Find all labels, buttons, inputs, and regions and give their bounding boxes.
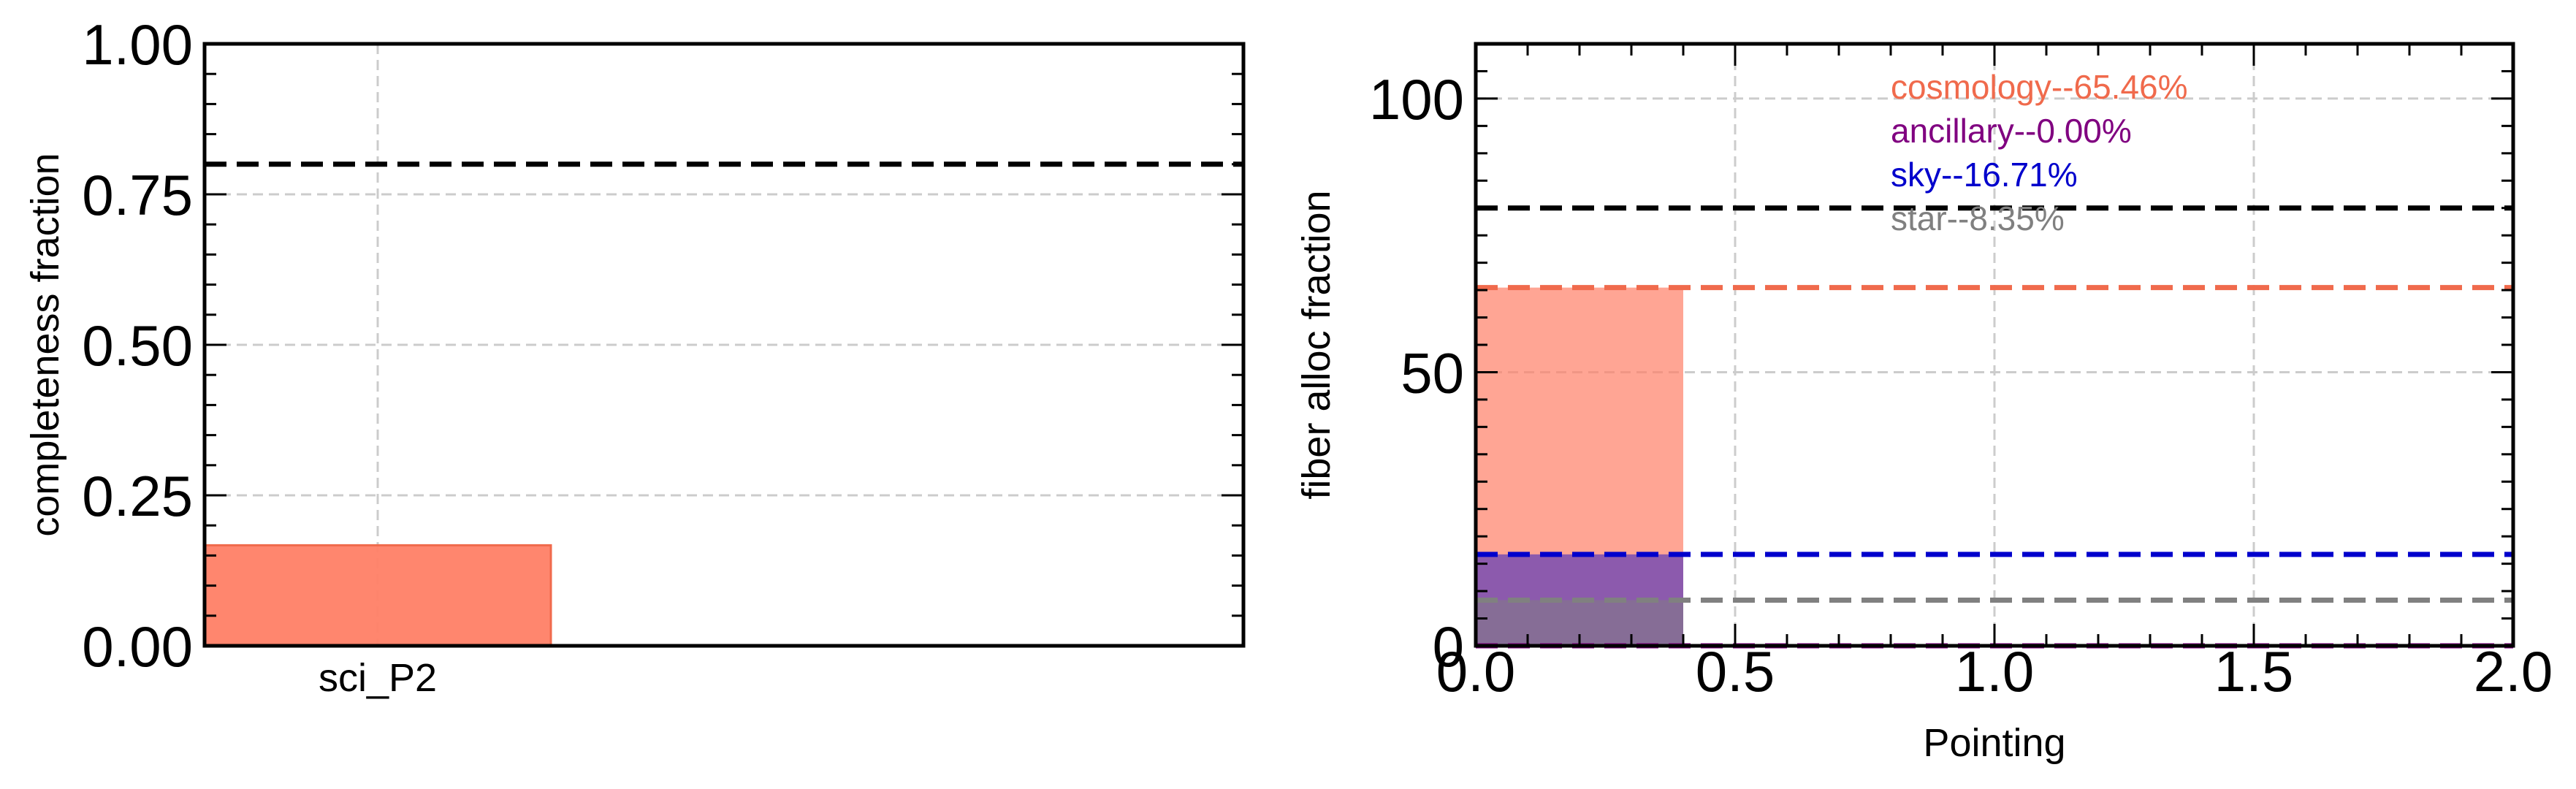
left-bars [203, 544, 552, 647]
right-axes-frame [1474, 42, 2515, 648]
right-x-tick-label: 0.5 [1696, 639, 1775, 704]
left-y-tick-label: 0.00 [82, 614, 193, 679]
left-bar-sci_P2 [203, 544, 552, 647]
right-y-tick-label: 50 [1401, 340, 1464, 405]
right-y-tick-label: 0 [1433, 614, 1464, 679]
right-y-axis-title: fiber alloc fraction [1295, 190, 1338, 499]
right-x-axis-title: Pointing [1923, 721, 2065, 765]
right-x-tick-label: 0.0 [1436, 639, 1515, 704]
right-annotation: star--8.35% [1891, 199, 2065, 237]
completeness-panel: 0.00 0.25 0.50 0.75 1.00 sci_P2 completeness… [23, 12, 1246, 700]
right-annotation: sky--16.71% [1891, 156, 2078, 194]
left-y-tick-label: 1.00 [82, 12, 193, 77]
right-x-tick-label: 1.0 [1955, 639, 2034, 704]
left-y-tick-label: 0.25 [82, 464, 193, 528]
left-y-tick-label: 0.75 [82, 163, 193, 227]
right-bar-cosmology [1476, 287, 1683, 646]
left-x-tick-labels: sci_P2 [319, 656, 437, 700]
right-annotation: ancillary--0.00% [1891, 112, 2132, 150]
right-y-tick-labels: 0 50 100 [1369, 67, 1464, 679]
right-y-tick-label: 100 [1369, 67, 1464, 132]
fiber-alloc-panel: 0 50 100 0.0 0.5 1.0 1.5 2.0 cosmology--65.46%… [1295, 42, 2553, 765]
right-x-tick-label: 1.5 [2214, 639, 2293, 704]
right-annotation: cosmology--65.46% [1891, 68, 2188, 106]
left-y-tick-label: 0.50 [82, 313, 193, 378]
right-x-tick-label: 2.0 [2474, 639, 2553, 704]
left-y-tick-labels: 0.00 0.25 0.50 0.75 1.00 [82, 12, 193, 679]
right-annotations: cosmology--65.46% ancillary--0.00% sky--16… [1891, 68, 2188, 237]
left-x-category-label: sci_P2 [319, 656, 437, 700]
right-gridlines [1476, 44, 2513, 646]
left-axes-frame [202, 42, 1246, 648]
right-bars [1476, 287, 1683, 646]
left-tick-marks [205, 42, 1243, 647]
left-y-axis-title: completeness fraction [23, 153, 67, 536]
right-x-tick-labels: 0.0 0.5 1.0 1.5 2.0 [1436, 639, 2553, 704]
